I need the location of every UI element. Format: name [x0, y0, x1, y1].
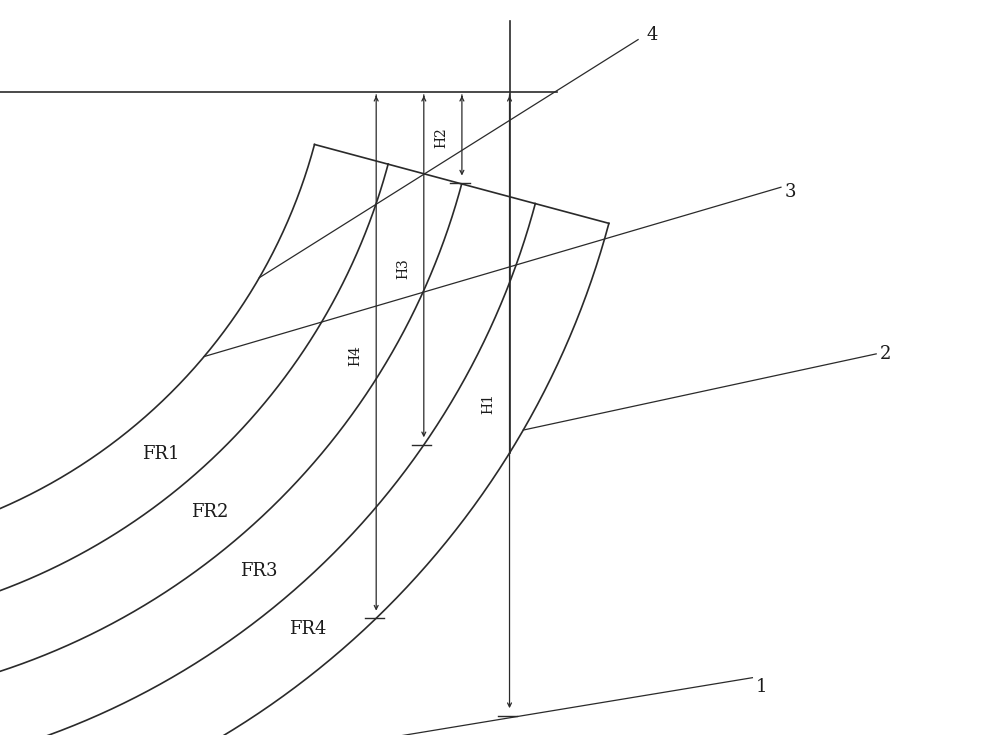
Text: FR2: FR2	[191, 503, 228, 521]
Text: 2: 2	[880, 345, 891, 363]
Text: H1: H1	[482, 394, 496, 415]
Text: 4: 4	[647, 26, 658, 44]
Text: 3: 3	[785, 183, 796, 201]
Text: H2: H2	[434, 127, 448, 148]
Text: FR4: FR4	[289, 620, 326, 638]
Text: H4: H4	[348, 345, 362, 366]
Text: H3: H3	[396, 258, 410, 279]
Text: FR1: FR1	[142, 445, 179, 463]
Text: 1: 1	[756, 678, 768, 696]
Text: FR3: FR3	[240, 562, 277, 580]
